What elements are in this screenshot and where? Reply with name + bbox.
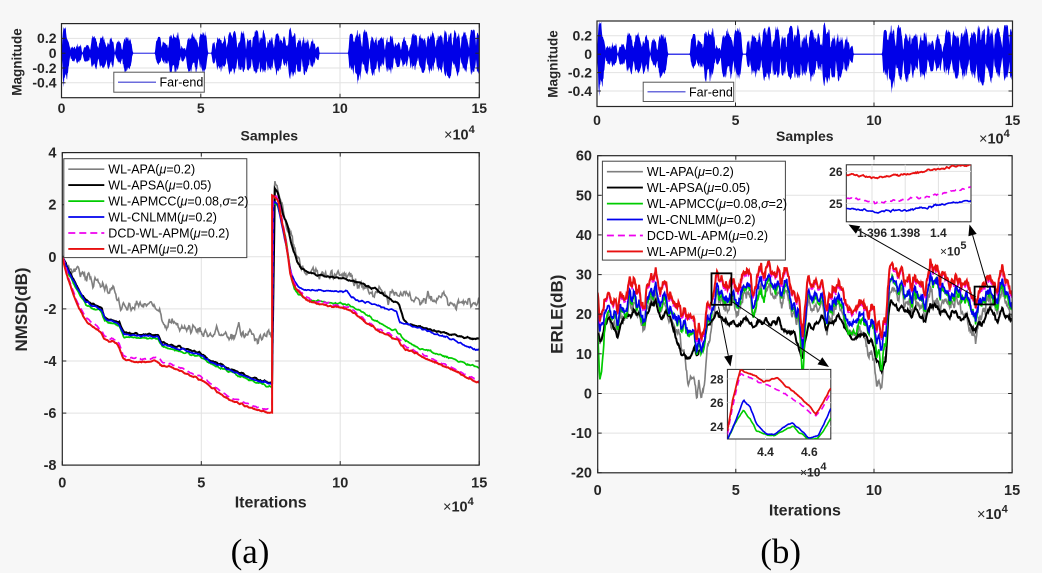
svg-text:-20: -20	[571, 466, 592, 482]
svg-text:WL-CNLMM(μ=0.2): WL-CNLMM(μ=0.2)	[108, 210, 217, 224]
svg-text:WL-APM(μ=0.2): WL-APM(μ=0.2)	[647, 245, 737, 259]
svg-text:(a): (a)	[231, 532, 270, 571]
svg-text:WL-APA(μ=0.2): WL-APA(μ=0.2)	[647, 165, 734, 179]
svg-text:×105: ×105	[940, 240, 967, 259]
svg-text:0: 0	[593, 112, 601, 128]
svg-text:5: 5	[197, 476, 205, 492]
svg-text:0: 0	[594, 483, 602, 499]
svg-text:Iterations: Iterations	[769, 503, 841, 520]
svg-text:0: 0	[58, 476, 66, 492]
svg-text:-0.2: -0.2	[568, 64, 592, 80]
svg-text:-2: -2	[44, 302, 57, 318]
svg-text:24: 24	[710, 420, 724, 434]
svg-text:Samples: Samples	[241, 127, 299, 143]
svg-text:1.4: 1.4	[930, 226, 947, 240]
svg-text:0: 0	[48, 250, 56, 266]
svg-text:-0.4: -0.4	[568, 83, 592, 99]
svg-text:20: 20	[576, 307, 592, 323]
svg-text:4: 4	[48, 146, 56, 162]
svg-text:WL-APMCC(μ=0.08,σ=2): WL-APMCC(μ=0.08,σ=2)	[108, 195, 248, 209]
svg-text:DCD-WL-APM(μ=0.2): DCD-WL-APM(μ=0.2)	[647, 229, 768, 243]
svg-text:×104: ×104	[977, 504, 1009, 524]
svg-text:4.6: 4.6	[801, 445, 818, 459]
svg-text:-10: -10	[571, 426, 592, 442]
svg-text:0.2: 0.2	[573, 28, 593, 44]
svg-text:-0.4: -0.4	[32, 75, 56, 91]
svg-text:15: 15	[472, 100, 488, 116]
svg-text:4.4: 4.4	[757, 445, 774, 459]
svg-text:26: 26	[829, 165, 843, 179]
svg-text:5: 5	[732, 483, 740, 499]
svg-text:Samples: Samples	[776, 128, 834, 144]
svg-text:15: 15	[1004, 483, 1020, 499]
svg-text:40: 40	[576, 228, 592, 244]
svg-text:WL-APSA(μ=0.05): WL-APSA(μ=0.05)	[108, 179, 211, 193]
svg-text:WL-APSA(μ=0.05): WL-APSA(μ=0.05)	[647, 181, 750, 195]
svg-text:10: 10	[576, 347, 592, 363]
svg-text:Magnitude: Magnitude	[546, 30, 561, 98]
svg-text:0: 0	[58, 100, 66, 116]
svg-text:10: 10	[332, 476, 348, 492]
svg-text:28: 28	[710, 372, 724, 386]
svg-text:Far-end: Far-end	[689, 85, 733, 99]
svg-text:Iterations: Iterations	[235, 495, 307, 512]
svg-text:0.2: 0.2	[37, 30, 57, 46]
svg-text:-8: -8	[44, 458, 57, 474]
svg-text:1.396: 1.396	[857, 226, 887, 240]
svg-text:15: 15	[471, 476, 487, 492]
svg-text:NMSD(dB): NMSD(dB)	[12, 267, 31, 351]
svg-text:DCD-WL-APM(μ=0.2): DCD-WL-APM(μ=0.2)	[108, 226, 229, 240]
svg-text:25: 25	[829, 197, 843, 211]
svg-text:ERLE(dB): ERLE(dB)	[548, 275, 567, 354]
svg-text:Far-end: Far-end	[160, 76, 204, 90]
svg-text:0: 0	[584, 386, 592, 402]
svg-text:-0.2: -0.2	[32, 60, 56, 76]
svg-text:-6: -6	[44, 406, 57, 422]
svg-text:5: 5	[197, 100, 205, 116]
svg-text:30: 30	[576, 268, 592, 284]
svg-text:26: 26	[710, 396, 724, 410]
svg-text:WL-CNLMM(μ=0.2): WL-CNLMM(μ=0.2)	[647, 213, 756, 227]
svg-text:10: 10	[866, 483, 882, 499]
svg-text:(b): (b)	[760, 532, 801, 571]
svg-text:×104: ×104	[444, 124, 476, 144]
svg-text:60: 60	[576, 149, 592, 165]
svg-text:50: 50	[576, 188, 592, 204]
svg-text:-4: -4	[44, 354, 57, 370]
svg-text:2: 2	[48, 198, 56, 214]
svg-text:10: 10	[866, 112, 882, 128]
svg-text:5: 5	[732, 112, 740, 128]
svg-text:WL-APA(μ=0.2): WL-APA(μ=0.2)	[108, 163, 195, 177]
svg-text:WL-APM(μ=0.2): WL-APM(μ=0.2)	[108, 242, 198, 256]
svg-text:×104: ×104	[443, 496, 475, 516]
svg-text:10: 10	[332, 100, 348, 116]
svg-text:15: 15	[1005, 112, 1021, 128]
svg-text:0: 0	[49, 45, 57, 61]
svg-text:WL-APMCC(μ=0.08,σ=2): WL-APMCC(μ=0.08,σ=2)	[647, 197, 787, 211]
svg-text:1.398: 1.398	[890, 226, 920, 240]
svg-text:Magnitude: Magnitude	[10, 28, 25, 96]
svg-text:0: 0	[584, 46, 592, 62]
svg-text:×104: ×104	[979, 128, 1011, 148]
